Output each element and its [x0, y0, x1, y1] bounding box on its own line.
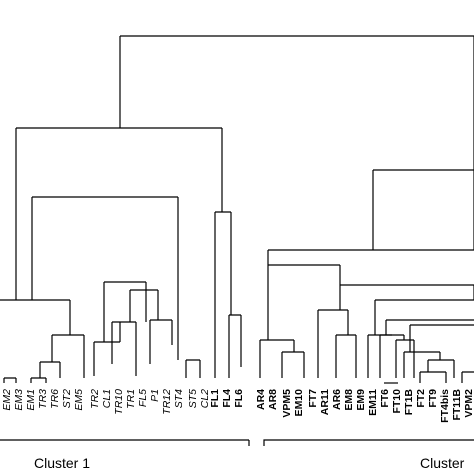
branch-italic-group [0, 299, 71, 335]
leaf-label-c1-7: TR2 [89, 389, 101, 409]
leaf-label-c1-8: CL1 [101, 389, 113, 408]
branch-tr3-tr6 [39, 361, 61, 378]
leaf-label-c2-1: AR8 [267, 389, 279, 410]
branch-right-stub [372, 169, 474, 250]
leaf-label-c2-7: EM8 [343, 389, 355, 411]
leaf-label-c1-1: EM3 [13, 389, 25, 411]
branch-vpm2 [461, 371, 474, 383]
leaf-label-c2-14: FT9 [427, 389, 439, 408]
leaf-label-c1-9: TR10 [113, 389, 125, 415]
leaf-label-c2-12: FT1B [403, 389, 415, 416]
leaf-label-c2-6: AR6 [331, 389, 343, 410]
leaf-label-c2-0: AR4 [255, 389, 267, 410]
branch-ft7-ar11 [317, 309, 349, 378]
leaf-label-c1-19: FL6 [233, 389, 245, 408]
branch-cluster2-main [267, 170, 474, 265]
branch-cluster1-main [15, 127, 223, 300]
leaf-label-c1-18: FL4 [221, 389, 233, 408]
leaf-label-c1-16: CL2 [199, 389, 211, 408]
leaf-label-c2-4: FT7 [307, 389, 319, 408]
branch-ar4-ar8 [259, 339, 295, 378]
branch-cl1-group [111, 321, 137, 376]
cluster2-label: Cluster [420, 455, 465, 471]
leaf-label-c2-15: FT4bis [439, 389, 451, 423]
branch-ft10-ft1b [395, 339, 415, 378]
branch-tr1-fl5 [129, 289, 159, 322]
leaf-label-c1-14: ST4 [173, 389, 185, 408]
leaf-label-c1-15: ST5 [187, 389, 199, 408]
branch-ft2-ft9 [409, 324, 474, 352]
leaf-label-c2-16: FT11B [451, 389, 463, 421]
leaf-label-c1-12: P1 [149, 389, 161, 402]
branch-em-ft-group [374, 299, 474, 335]
branch-vpm5-em10 [281, 351, 305, 378]
cluster1-label: Cluster 1 [34, 455, 91, 471]
branch-ft4bis-ft11b [427, 359, 455, 378]
branch-ft9-small [403, 351, 441, 378]
branch-root [119, 35, 474, 170]
branch-ft6-ft10 [379, 334, 405, 378]
leaf-label-c1-5: ST2 [61, 389, 73, 408]
branch-ft4bis-small [419, 371, 447, 383]
branch-ar6-em8 [335, 334, 357, 378]
branch-ft-group [385, 319, 474, 335]
leaf-label-c2-13: FT2 [415, 389, 427, 408]
leaf-label-c2-2: VPM5 [281, 389, 293, 418]
leaf-label-c1-11: FL5 [137, 389, 149, 407]
branch-st2-em5 [51, 334, 85, 378]
branch-left-group [31, 196, 179, 360]
branch-em-small [30, 377, 47, 383]
leaf-label-c2-10: FT6 [379, 389, 391, 408]
leaf-labels: EM2 EM3 EM1 TR3 TR6 ST2 EM5 TR2 CL1 TR10 TR1 FL5 P1 T… [1, 389, 474, 423]
leaf-label-c1-13: TR12 [161, 389, 173, 415]
leaf-label-c1-6: EM5 [73, 389, 85, 411]
branch-tr-fl-group [103, 281, 147, 342]
leaf-label-c2-11: FT10 [391, 389, 403, 414]
branch-p1-tr12 [149, 319, 173, 364]
leaf-label-c2-9: EM11 [367, 389, 379, 416]
leaf-label-c1-0: EM2 [1, 389, 13, 411]
leaf-label-c1-10: TR1 [125, 389, 137, 409]
leaf-label-c2-8: EM9 [355, 389, 367, 411]
cluster1-bracket [0, 439, 250, 446]
leaf-label-c1-17: FL1 [209, 389, 221, 408]
leaf-label-c2-5: AR11 [319, 389, 331, 415]
leaf-label-c2-3: EM10 [293, 389, 305, 417]
dendrogram-branches [0, 35, 474, 384]
branch-fl-group [214, 211, 232, 378]
branch-em2-em3 [3, 377, 17, 383]
leaf-label-c2-17: VPM2 [463, 389, 474, 418]
leaf-label-c1-3: TR3 [37, 389, 49, 409]
cluster2-bracket [263, 439, 474, 446]
leaf-label-c1-4: TR6 [49, 389, 61, 409]
branch-fl4-fl6 [228, 314, 242, 378]
branch-st4-st5 [185, 359, 201, 378]
leaf-label-c1-2: EM1 [25, 389, 37, 411]
branch-cluster2-mid [267, 264, 341, 340]
branch-tr2-cl1 [93, 322, 121, 376]
branch-ar-em-group [339, 284, 474, 310]
